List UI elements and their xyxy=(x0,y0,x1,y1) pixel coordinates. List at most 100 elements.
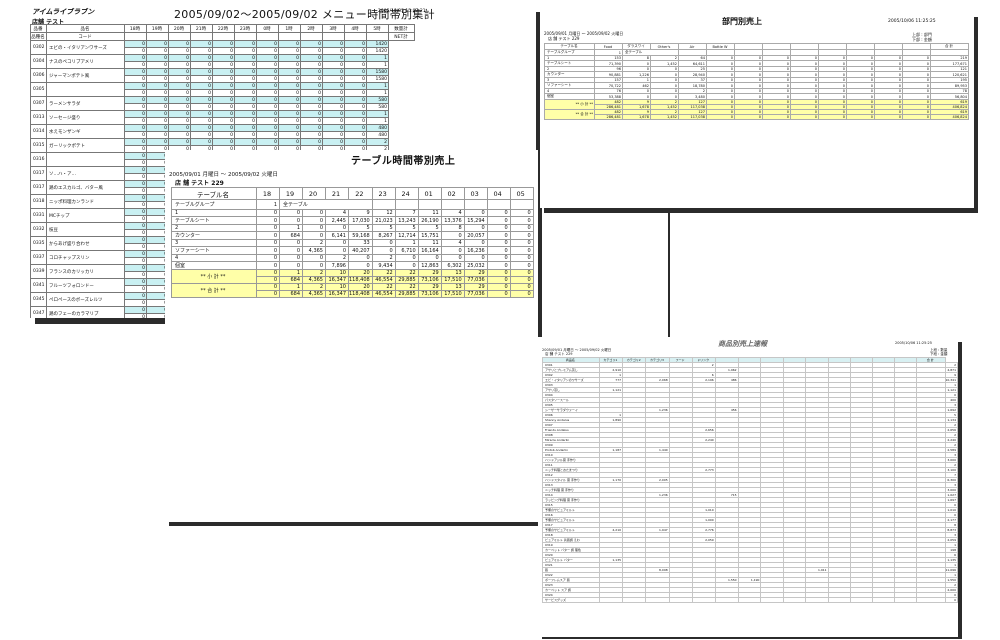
table-cell: 0 xyxy=(124,152,147,160)
item-name xyxy=(46,82,125,97)
table-cell: 1 xyxy=(279,224,303,232)
table-cell: 0 xyxy=(278,68,301,76)
table-cell: 12,714 xyxy=(394,231,419,240)
group-name: カウンター xyxy=(171,231,257,240)
column-header: 05 xyxy=(509,187,534,200)
table-cell: 0 xyxy=(509,261,534,270)
table-cell: 0 xyxy=(168,103,191,111)
column-header: 18 xyxy=(256,187,280,200)
table-cell: 0 xyxy=(371,239,396,247)
table-cell: 0 xyxy=(190,68,213,76)
table-row: カウンター 90,881 1,226 0 28,940 0 0 0 0 0 0 0 0 120,621 xyxy=(544,71,969,78)
table-cell xyxy=(463,199,488,210)
table-cell: 480 xyxy=(366,131,389,139)
table-row: 3 0 0 2 0 33 0 1 11 4 0 0 0 xyxy=(171,239,534,247)
table-cell: 0 xyxy=(190,131,213,139)
item-name xyxy=(46,152,125,167)
table-cell: 0 xyxy=(344,103,367,111)
table-cell: 73,106 xyxy=(417,290,442,298)
table-cell: 1,678 xyxy=(622,114,651,120)
table-cell: 26,190 xyxy=(417,216,442,225)
column-header: 18時 xyxy=(124,24,147,33)
group-name: 個室 xyxy=(171,261,257,270)
table-cell: 2 xyxy=(302,269,326,277)
table-row: 予備のサビュアミルト 4,210 1,947 2,776 8,873 xyxy=(542,527,958,533)
item-name: フランスのカリッカリ xyxy=(46,264,125,279)
column-header: 19時 xyxy=(146,24,169,33)
table-cell: 0 xyxy=(146,131,169,139)
table-row: 0 684 4,365 16,347 118,408 46,554 29,885 73,106… xyxy=(172,290,534,298)
table-row: 個室 0 0 0 7,896 0 9,434 0 12,863 6,302 25,032 0 0 xyxy=(171,261,534,270)
table-cell: 0 xyxy=(300,40,323,48)
table-cell: 20 xyxy=(348,269,373,277)
table-cell: 0 xyxy=(322,131,345,139)
table-cell: 0 xyxy=(124,306,147,314)
table-row: 0 0 0 0 0 0 0 0 0 0 0 1580 xyxy=(31,75,415,83)
report-period: 2005/09/01 月曜日 ～ 2005/09/02 火曜日 xyxy=(169,172,278,178)
group-name: テーブルシート xyxy=(171,216,257,225)
legend-lower: 下段 : 金額 xyxy=(930,352,948,356)
table-cell: 684 xyxy=(279,290,303,298)
table-row: Miracle Andarlin 2,240 2,240 xyxy=(542,437,958,443)
department-sales-sheet[interactable]: 部門別売上 2005/10/06 11:25:25 2005/09/01 月曜日… xyxy=(540,12,974,208)
table-cell: 13,376 xyxy=(440,216,465,225)
table-cell: 0 xyxy=(440,246,465,255)
table-cell: 0 xyxy=(322,89,345,97)
item-code: 0305 xyxy=(30,82,47,97)
table-cell: 0 xyxy=(168,54,191,62)
table-hourly-sales-sheet[interactable]: テーブル時間帯別売上 2005/09/01 月曜日 ～ 2005/09/02 火… xyxy=(165,150,538,522)
table-cell: 0 xyxy=(279,209,303,217)
item-name: ガーリックポテト xyxy=(46,138,125,153)
table-cell: 0 xyxy=(302,209,326,217)
table-cell: 22 xyxy=(394,269,419,277)
table-cell: 0 xyxy=(325,246,349,255)
table-cell: 0 xyxy=(124,96,147,104)
table-cell: 0 xyxy=(486,261,511,270)
column-header: 品名 xyxy=(46,24,125,33)
table-cell: 0 xyxy=(278,103,301,111)
table-cell xyxy=(322,32,345,41)
column-header: 4時 xyxy=(344,24,367,33)
table-cell: 0 xyxy=(190,96,213,104)
table-cell: 1,134 xyxy=(944,417,958,423)
item-name: MCチップ xyxy=(46,208,125,223)
column-header: 21時 xyxy=(190,24,213,33)
item-name: エビの・イタリアンワサーズ xyxy=(46,40,125,55)
table-row: 0313 ソーセージ盛り 0 0 0 0 0 0 0 0 0 0 0 1 xyxy=(30,110,415,125)
table-cell: 0 xyxy=(234,138,257,146)
table-cell: 0 xyxy=(256,246,280,255)
table-cell: 0 xyxy=(344,138,367,146)
table-cell: 0 xyxy=(256,261,280,270)
table-cell: 0 xyxy=(278,110,301,118)
table-row: 0314 水えモンザンギ 0 0 0 0 0 0 0 0 0 0 0 480 xyxy=(30,124,415,139)
item-code: 0306 xyxy=(30,68,47,83)
table-cell: 0 xyxy=(300,61,323,69)
table-cell: 0 xyxy=(256,283,280,291)
table-cell: 0 xyxy=(300,54,323,62)
column-header: 04 xyxy=(486,187,511,200)
table-cell: 0 xyxy=(234,124,257,132)
table-cell: 0 xyxy=(168,61,191,69)
table-cell: 1,697 xyxy=(944,497,958,503)
table-cell: 11 xyxy=(417,209,442,217)
table-cell: 0 xyxy=(124,243,147,251)
table-cell xyxy=(737,597,762,603)
column-header: 2時 xyxy=(300,24,323,33)
table-cell: 77,036 xyxy=(463,276,488,284)
legend-upper: 上段 : 数量 xyxy=(930,348,948,352)
table-cell: 0 xyxy=(146,117,169,125)
table-cell: 0 xyxy=(124,54,147,62)
table-cell: 0 xyxy=(344,89,367,97)
table-cell: 0 xyxy=(168,47,191,55)
print-timestamp: 2005/10/06 11:25:25 xyxy=(895,341,933,345)
store-name: 店 舗 テスト 229 xyxy=(545,352,573,356)
table-cell: 0 xyxy=(234,75,257,83)
table-cell: 0 xyxy=(300,68,323,76)
product-sales-sheet[interactable]: 商品別売上速報 2005/10/06 11:25:25 2005/09/01 月… xyxy=(538,337,958,637)
table-cell: 2,656 xyxy=(944,427,958,433)
column-header: 22時 xyxy=(212,24,235,33)
column-header: 02 xyxy=(440,187,465,200)
total-label: ** 小 計 ** xyxy=(171,269,257,284)
report-title: 商品別売上速報 xyxy=(718,340,767,348)
table-cell: 0 xyxy=(124,103,147,111)
